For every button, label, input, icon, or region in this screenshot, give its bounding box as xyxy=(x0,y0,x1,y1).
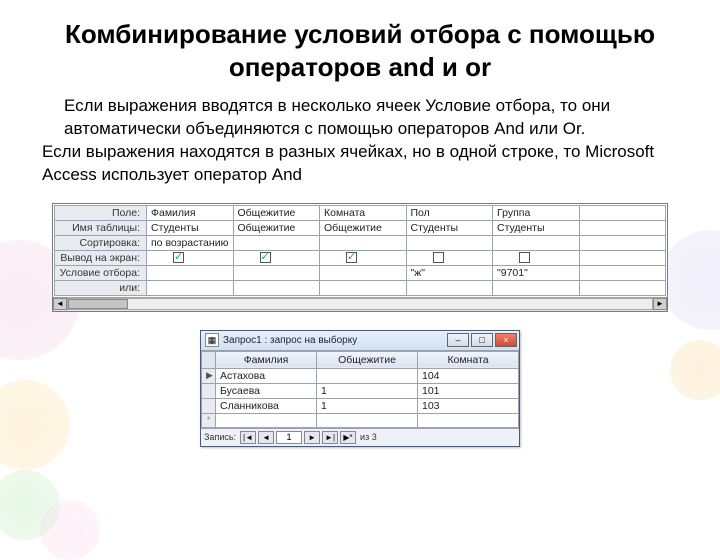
design-cell-empty[interactable] xyxy=(579,235,666,250)
record-navigator: Запись: |◄ ◄ ► ►| ▶* из 3 xyxy=(201,428,519,446)
design-cell[interactable] xyxy=(406,280,493,295)
show-checkbox[interactable] xyxy=(173,252,184,263)
design-cell-empty[interactable] xyxy=(579,250,666,265)
design-cell[interactable] xyxy=(320,280,407,295)
design-cell[interactable] xyxy=(406,250,493,265)
column-header[interactable]: Фамилия xyxy=(216,351,317,368)
nav-last-button[interactable]: ►| xyxy=(322,431,338,444)
result-cell-new[interactable] xyxy=(216,413,317,427)
show-checkbox[interactable] xyxy=(260,252,271,263)
row-selector[interactable] xyxy=(202,398,216,413)
design-cell[interactable] xyxy=(233,235,320,250)
row-selector-header xyxy=(202,351,216,368)
result-cell[interactable]: 104 xyxy=(418,368,519,383)
result-cell-new[interactable] xyxy=(317,413,418,427)
design-cell-empty[interactable] xyxy=(579,220,666,235)
design-cell[interactable] xyxy=(147,265,234,280)
design-cell[interactable] xyxy=(406,235,493,250)
design-row-label: Поле: xyxy=(55,205,147,220)
design-cell[interactable] xyxy=(493,235,580,250)
design-cell[interactable] xyxy=(233,265,320,280)
nav-new-button[interactable]: ▶* xyxy=(340,431,356,444)
design-cell[interactable] xyxy=(493,280,580,295)
result-cell[interactable]: Бусаева xyxy=(216,383,317,398)
result-cell[interactable]: 101 xyxy=(418,383,519,398)
result-cell[interactable]: 1 xyxy=(317,383,418,398)
row-selector[interactable]: ▶ xyxy=(202,368,216,383)
nav-next-button[interactable]: ► xyxy=(304,431,320,444)
paragraph-2: Если выражения находятся в разных ячейка… xyxy=(42,141,678,187)
design-cell[interactable]: Фамилия xyxy=(147,205,234,220)
design-cell[interactable]: Студенты xyxy=(406,220,493,235)
bg-bubble xyxy=(40,500,100,560)
design-row-label: Вывод на экран: xyxy=(55,250,147,265)
design-row-label: Условие отбора: xyxy=(55,265,147,280)
design-cell[interactable] xyxy=(233,280,320,295)
design-cell[interactable]: Студенты xyxy=(493,220,580,235)
design-cell[interactable] xyxy=(320,235,407,250)
result-cell[interactable]: Сланникова xyxy=(216,398,317,413)
design-cell-empty[interactable] xyxy=(579,280,666,295)
design-cell[interactable]: по возрастанию xyxy=(147,235,234,250)
design-cell[interactable]: Общежитие xyxy=(320,220,407,235)
design-cell[interactable] xyxy=(147,280,234,295)
design-cell[interactable]: "ж" xyxy=(406,265,493,280)
design-cell[interactable] xyxy=(493,250,580,265)
maximize-button[interactable]: □ xyxy=(471,333,493,347)
show-checkbox[interactable] xyxy=(433,252,444,263)
row-selector[interactable] xyxy=(202,383,216,398)
nav-label: Запись: xyxy=(204,432,236,442)
new-row-selector[interactable]: * xyxy=(202,413,216,427)
result-titlebar[interactable]: ▦ Запрос1 : запрос на выборку – □ × xyxy=(201,331,519,351)
design-row-label: Имя таблицы: xyxy=(55,220,147,235)
design-cell[interactable] xyxy=(320,250,407,265)
scroll-thumb[interactable] xyxy=(68,299,128,309)
design-cell[interactable] xyxy=(147,250,234,265)
show-checkbox[interactable] xyxy=(519,252,530,263)
scroll-left-icon[interactable]: ◄ xyxy=(53,298,67,310)
design-cell[interactable]: "9701" xyxy=(493,265,580,280)
design-cell-empty[interactable] xyxy=(579,265,666,280)
paragraph-1: Если выражения вводятся в несколько ячее… xyxy=(42,95,678,141)
slide-title: Комбинирование условий отбора с помощью … xyxy=(36,18,684,83)
column-header[interactable]: Комната xyxy=(418,351,519,368)
result-cell[interactable]: Астахова xyxy=(216,368,317,383)
result-cell[interactable]: 103 xyxy=(418,398,519,413)
nav-current-input[interactable] xyxy=(276,431,302,444)
design-row-label: Сортировка: xyxy=(55,235,147,250)
scroll-track[interactable] xyxy=(67,298,653,310)
window-title: Запрос1 : запрос на выборку xyxy=(223,335,445,346)
minimize-button[interactable]: – xyxy=(447,333,469,347)
design-cell[interactable]: Общежитие xyxy=(233,205,320,220)
design-grid-scrollbar[interactable]: ◄ ► xyxy=(53,297,667,311)
design-cell[interactable]: Общежитие xyxy=(233,220,320,235)
result-cell[interactable] xyxy=(317,368,418,383)
nav-total: из 3 xyxy=(358,432,379,442)
design-cell[interactable] xyxy=(320,265,407,280)
nav-prev-button[interactable]: ◄ xyxy=(258,431,274,444)
scroll-right-icon[interactable]: ► xyxy=(653,298,667,310)
query-design-grid: Поле:ФамилияОбщежитиеКомнатаПолГруппаИмя… xyxy=(52,203,668,312)
design-cell[interactable]: Комната xyxy=(320,205,407,220)
datasheet-icon: ▦ xyxy=(205,333,219,347)
nav-first-button[interactable]: |◄ xyxy=(240,431,256,444)
design-cell[interactable]: Группа xyxy=(493,205,580,220)
design-cell[interactable] xyxy=(233,250,320,265)
result-cell[interactable]: 1 xyxy=(317,398,418,413)
design-cell[interactable]: Пол xyxy=(406,205,493,220)
column-header[interactable]: Общежитие xyxy=(317,351,418,368)
design-row-label: или: xyxy=(55,280,147,295)
result-window: ▦ Запрос1 : запрос на выборку – □ × Фами… xyxy=(200,330,520,447)
result-cell-new[interactable] xyxy=(418,413,519,427)
show-checkbox[interactable] xyxy=(346,252,357,263)
design-cell-empty[interactable] xyxy=(579,205,666,220)
design-cell[interactable]: Студенты xyxy=(147,220,234,235)
close-button[interactable]: × xyxy=(495,333,517,347)
